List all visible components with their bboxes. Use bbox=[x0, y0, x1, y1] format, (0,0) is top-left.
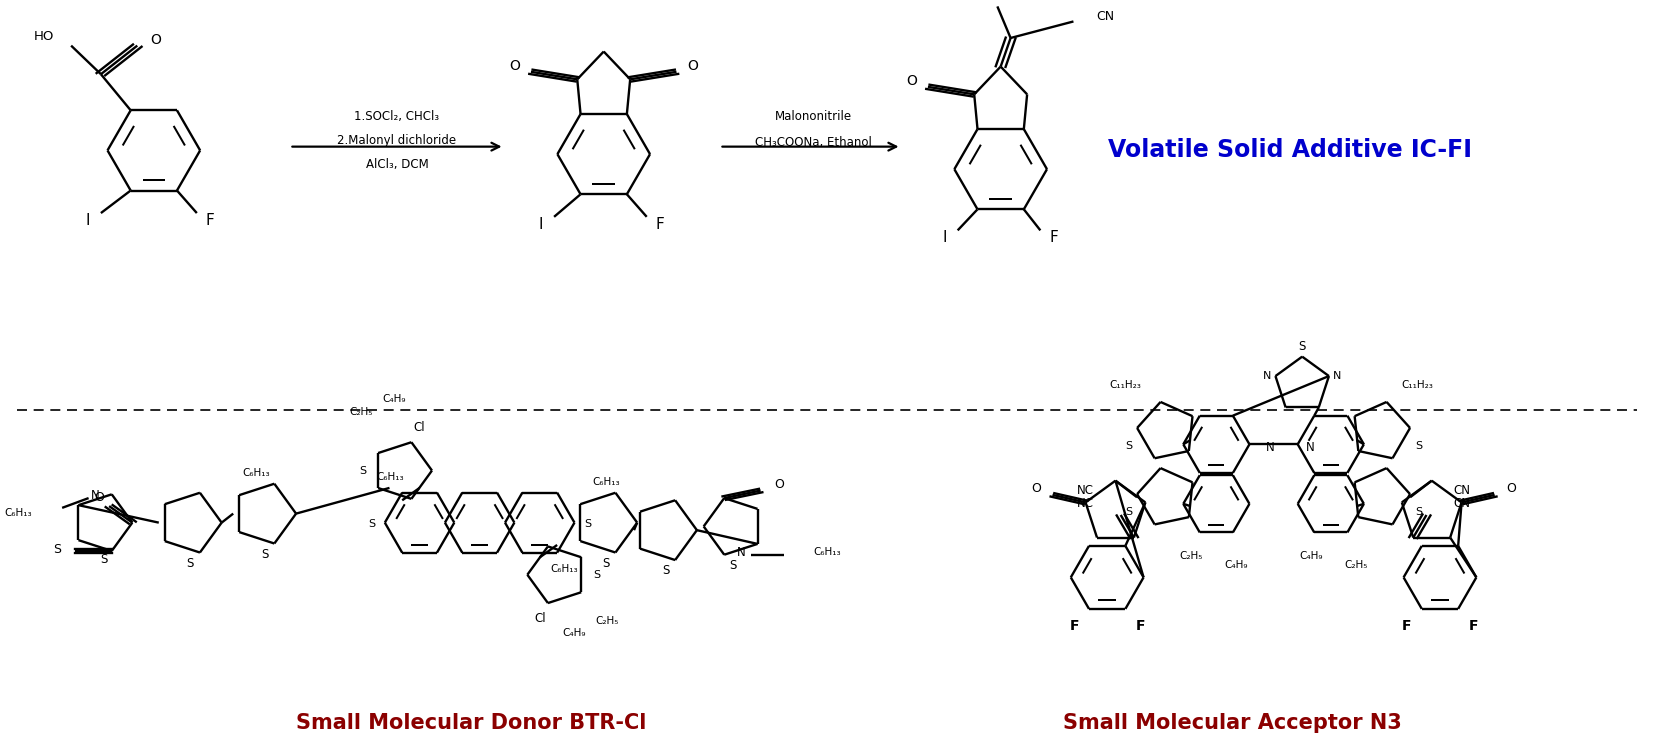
Text: F: F bbox=[1403, 619, 1411, 632]
Text: O: O bbox=[94, 491, 104, 505]
Text: S: S bbox=[369, 519, 375, 529]
Text: O: O bbox=[906, 74, 916, 88]
Text: S: S bbox=[101, 553, 108, 566]
Text: NC: NC bbox=[1077, 484, 1095, 496]
Text: S: S bbox=[261, 547, 268, 560]
Text: O: O bbox=[688, 59, 698, 73]
Text: S: S bbox=[1125, 507, 1133, 517]
Text: S: S bbox=[584, 519, 590, 529]
Text: AlCl₃, DCM: AlCl₃, DCM bbox=[366, 158, 428, 171]
Text: C₁₁H₂₃: C₁₁H₂₃ bbox=[1110, 380, 1141, 390]
Text: F: F bbox=[205, 213, 215, 228]
Text: 1.SOCl₂, CHCl₃: 1.SOCl₂, CHCl₃ bbox=[354, 110, 440, 123]
Text: F: F bbox=[655, 217, 665, 232]
Text: O: O bbox=[151, 32, 160, 47]
Text: C₄H₉: C₄H₉ bbox=[1298, 550, 1323, 561]
Text: Cl: Cl bbox=[414, 420, 425, 434]
Text: S: S bbox=[729, 559, 738, 572]
Text: S: S bbox=[662, 564, 670, 577]
Text: I: I bbox=[539, 217, 543, 232]
Text: N: N bbox=[91, 490, 99, 502]
Text: N: N bbox=[1333, 371, 1341, 381]
Text: C₄H₉: C₄H₉ bbox=[562, 628, 586, 638]
Text: S: S bbox=[187, 556, 194, 569]
Text: HO: HO bbox=[35, 30, 55, 43]
Text: S: S bbox=[602, 556, 609, 569]
Text: F: F bbox=[1070, 619, 1078, 632]
Text: S: S bbox=[1125, 441, 1133, 451]
Text: O: O bbox=[509, 59, 519, 73]
Text: O: O bbox=[774, 478, 784, 491]
Text: S: S bbox=[1414, 507, 1422, 517]
Text: N: N bbox=[1264, 371, 1272, 381]
Text: CN: CN bbox=[1452, 497, 1470, 510]
Text: C₄H₉: C₄H₉ bbox=[1224, 560, 1249, 571]
Text: C₆H₁₃: C₆H₁₃ bbox=[375, 472, 404, 481]
Text: N: N bbox=[1265, 441, 1275, 454]
Text: C₂H₅: C₂H₅ bbox=[1179, 550, 1202, 561]
Text: F: F bbox=[1136, 619, 1145, 632]
Text: F: F bbox=[1469, 619, 1477, 632]
Text: NC: NC bbox=[1077, 497, 1095, 510]
Text: S: S bbox=[53, 543, 61, 556]
Text: C₆H₁₃: C₆H₁₃ bbox=[5, 508, 33, 518]
Text: I: I bbox=[86, 213, 89, 228]
Text: Small Molecular Acceptor N3: Small Molecular Acceptor N3 bbox=[1064, 714, 1401, 733]
Text: C₆H₁₃: C₆H₁₃ bbox=[243, 468, 270, 478]
Text: N: N bbox=[736, 546, 746, 559]
Text: O: O bbox=[1030, 482, 1040, 496]
Text: C₂H₅: C₂H₅ bbox=[595, 616, 619, 626]
Text: C₁₁H₂₃: C₁₁H₂₃ bbox=[1401, 380, 1432, 390]
Text: C₂H₅: C₂H₅ bbox=[349, 407, 372, 417]
Text: C₆H₁₃: C₆H₁₃ bbox=[551, 564, 579, 574]
Text: Volatile Solid Additive IC-FI: Volatile Solid Additive IC-FI bbox=[1108, 138, 1472, 162]
Text: C₆H₁₃: C₆H₁₃ bbox=[592, 478, 620, 487]
Text: S: S bbox=[1298, 340, 1307, 353]
Text: N: N bbox=[1305, 441, 1315, 454]
Text: I: I bbox=[943, 230, 946, 245]
Text: CN: CN bbox=[1097, 11, 1115, 23]
Text: F: F bbox=[1049, 230, 1059, 245]
Text: S: S bbox=[359, 465, 366, 475]
Text: Small Molecular Donor BTR-Cl: Small Molecular Donor BTR-Cl bbox=[296, 714, 647, 733]
Text: CH₃COONa, Ethanol: CH₃COONa, Ethanol bbox=[756, 136, 872, 150]
Text: Cl: Cl bbox=[534, 611, 546, 625]
Text: 2.Malonyl dichloride: 2.Malonyl dichloride bbox=[337, 134, 457, 147]
Text: O: O bbox=[1507, 482, 1517, 496]
Text: S: S bbox=[594, 570, 600, 580]
Text: S: S bbox=[1414, 441, 1422, 451]
Text: Malononitrile: Malononitrile bbox=[776, 110, 852, 123]
Text: CN: CN bbox=[989, 0, 1006, 3]
Text: C₂H₅: C₂H₅ bbox=[1345, 560, 1368, 571]
Text: CN: CN bbox=[1452, 484, 1470, 496]
Text: C₆H₁₃: C₆H₁₃ bbox=[814, 547, 842, 557]
Text: C₄H₉: C₄H₉ bbox=[382, 394, 405, 405]
